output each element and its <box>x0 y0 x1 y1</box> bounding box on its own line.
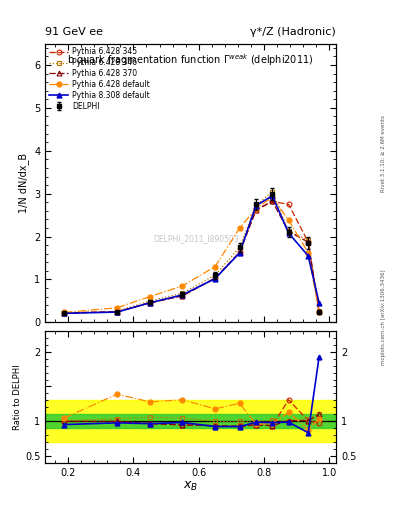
Pythia 6.428 346 <box>180 290 185 296</box>
Pythia 6.428 345 <box>270 198 275 204</box>
Pythia 6.428 345 <box>115 309 119 315</box>
Pythia 6.428 346 <box>62 310 67 316</box>
Bar <box>45 400 336 442</box>
Pythia 6.428 345 <box>213 275 217 281</box>
Pythia 6.428 default <box>286 217 291 223</box>
Y-axis label: 1/N dN/dx_B: 1/N dN/dx_B <box>18 153 29 213</box>
Pythia 6.428 370 <box>237 249 242 255</box>
Pythia 6.428 default <box>317 309 321 315</box>
Pythia 8.308 default <box>317 300 321 306</box>
Pythia 6.428 346 <box>286 228 291 234</box>
Pythia 6.428 345 <box>147 300 152 306</box>
Line: Pythia 8.308 default: Pythia 8.308 default <box>62 194 321 316</box>
Pythia 8.308 default <box>306 253 310 259</box>
Pythia 6.428 370 <box>317 308 321 314</box>
Pythia 6.428 default <box>237 225 242 231</box>
Pythia 6.428 default <box>115 305 119 311</box>
Pythia 6.428 346 <box>147 298 152 304</box>
Pythia 6.428 345 <box>237 249 242 255</box>
Pythia 6.428 346 <box>270 188 275 195</box>
Pythia 8.308 default <box>237 250 242 256</box>
Pythia 6.428 346 <box>213 272 217 278</box>
Pythia 8.308 default <box>147 300 152 306</box>
Pythia 8.308 default <box>62 310 67 316</box>
Line: Pythia 6.428 345: Pythia 6.428 345 <box>62 199 321 315</box>
Pythia 8.308 default <box>286 230 291 236</box>
Line: Pythia 6.428 346: Pythia 6.428 346 <box>62 189 321 315</box>
Pythia 6.428 default <box>253 206 258 212</box>
Pythia 6.428 default <box>270 194 275 200</box>
Pythia 6.428 370 <box>147 300 152 306</box>
Pythia 6.428 370 <box>306 239 310 245</box>
Pythia 6.428 346 <box>115 308 119 314</box>
Text: DELPHI_2011_I890503: DELPHI_2011_I890503 <box>154 234 239 243</box>
Pythia 6.428 370 <box>213 275 217 281</box>
Pythia 6.428 370 <box>62 310 67 316</box>
Pythia 6.428 345 <box>317 309 321 315</box>
Pythia 6.428 370 <box>270 198 275 204</box>
Pythia 6.428 default <box>180 283 185 289</box>
Pythia 8.308 default <box>213 275 217 282</box>
Pythia 6.428 370 <box>286 228 291 234</box>
Line: Pythia 6.428 default: Pythia 6.428 default <box>62 195 321 315</box>
Text: Rivet 3.1.10; ≥ 2.6M events: Rivet 3.1.10; ≥ 2.6M events <box>381 115 386 192</box>
Pythia 6.428 346 <box>306 237 310 243</box>
Pythia 8.308 default <box>253 203 258 209</box>
Pythia 6.428 370 <box>253 207 258 213</box>
Pythia 6.428 370 <box>180 293 185 299</box>
Pythia 6.428 default <box>306 250 310 256</box>
Text: γ*/Z (Hadronic): γ*/Z (Hadronic) <box>250 27 336 37</box>
Pythia 6.428 default <box>213 264 217 270</box>
Pythia 6.428 346 <box>253 203 258 209</box>
Pythia 6.428 default <box>147 293 152 300</box>
Text: mcplots.cern.ch [arXiv:1306.3436]: mcplots.cern.ch [arXiv:1306.3436] <box>381 270 386 365</box>
Text: 91 GeV ee: 91 GeV ee <box>45 27 103 37</box>
Legend: Pythia 6.428 345, Pythia 6.428 346, Pythia 6.428 370, Pythia 6.428 default, Pyth: Pythia 6.428 345, Pythia 6.428 346, Pyth… <box>48 46 151 113</box>
Y-axis label: Ratio to DELPHI: Ratio to DELPHI <box>13 364 22 430</box>
Pythia 6.428 345 <box>62 310 67 316</box>
X-axis label: $x_B$: $x_B$ <box>183 480 198 493</box>
Pythia 6.428 345 <box>253 207 258 213</box>
Pythia 6.428 default <box>62 309 67 315</box>
Pythia 6.428 345 <box>286 201 291 207</box>
Pythia 8.308 default <box>180 292 185 298</box>
Pythia 6.428 345 <box>180 293 185 299</box>
Pythia 8.308 default <box>115 309 119 315</box>
Pythia 6.428 370 <box>115 309 119 315</box>
Line: Pythia 6.428 370: Pythia 6.428 370 <box>62 199 321 315</box>
Pythia 6.428 345 <box>306 239 310 245</box>
Pythia 6.428 346 <box>237 244 242 250</box>
Text: b quark fragmentation function Γ$^{weak}$ (delphi2011): b quark fragmentation function Γ$^{weak}… <box>67 52 314 68</box>
Pythia 6.428 346 <box>317 308 321 314</box>
Bar <box>45 414 336 429</box>
Pythia 8.308 default <box>270 193 275 199</box>
